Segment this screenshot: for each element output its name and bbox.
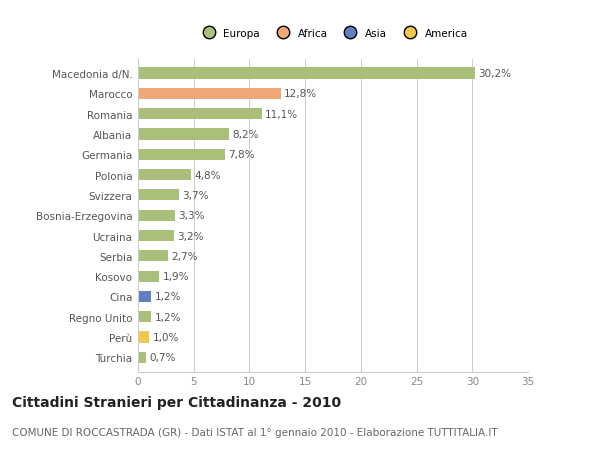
Text: 1,2%: 1,2%: [155, 312, 181, 322]
Bar: [138, 129, 229, 140]
Bar: [138, 271, 159, 282]
Text: 2,7%: 2,7%: [172, 251, 198, 261]
Text: 3,7%: 3,7%: [182, 190, 209, 201]
Text: COMUNE DI ROCCASTRADA (GR) - Dati ISTAT al 1° gennaio 2010 - Elaborazione TUTTIT: COMUNE DI ROCCASTRADA (GR) - Dati ISTAT …: [12, 427, 497, 437]
Bar: [138, 230, 173, 241]
Text: 30,2%: 30,2%: [478, 69, 511, 79]
Bar: [138, 149, 225, 161]
Legend: Europa, Africa, Asia, America: Europa, Africa, Asia, America: [194, 24, 472, 43]
Bar: [138, 89, 281, 100]
Text: 7,8%: 7,8%: [228, 150, 255, 160]
Bar: [138, 68, 475, 79]
Text: 1,0%: 1,0%: [152, 332, 179, 342]
Bar: [138, 332, 149, 343]
Text: 3,2%: 3,2%: [177, 231, 203, 241]
Text: 3,3%: 3,3%: [178, 211, 205, 221]
Text: 0,7%: 0,7%: [149, 353, 176, 363]
Bar: [138, 170, 191, 181]
Text: 1,2%: 1,2%: [155, 292, 181, 302]
Bar: [138, 251, 168, 262]
Bar: [138, 190, 179, 201]
Text: 11,1%: 11,1%: [265, 109, 298, 119]
Bar: [138, 291, 151, 302]
Text: 8,2%: 8,2%: [233, 130, 259, 140]
Bar: [138, 109, 262, 120]
Text: 4,8%: 4,8%: [195, 170, 221, 180]
Text: Cittadini Stranieri per Cittadinanza - 2010: Cittadini Stranieri per Cittadinanza - 2…: [12, 395, 341, 409]
Bar: [138, 312, 151, 323]
Text: 12,8%: 12,8%: [284, 89, 317, 99]
Bar: [138, 352, 146, 363]
Bar: [138, 210, 175, 221]
Text: 1,9%: 1,9%: [163, 272, 189, 281]
